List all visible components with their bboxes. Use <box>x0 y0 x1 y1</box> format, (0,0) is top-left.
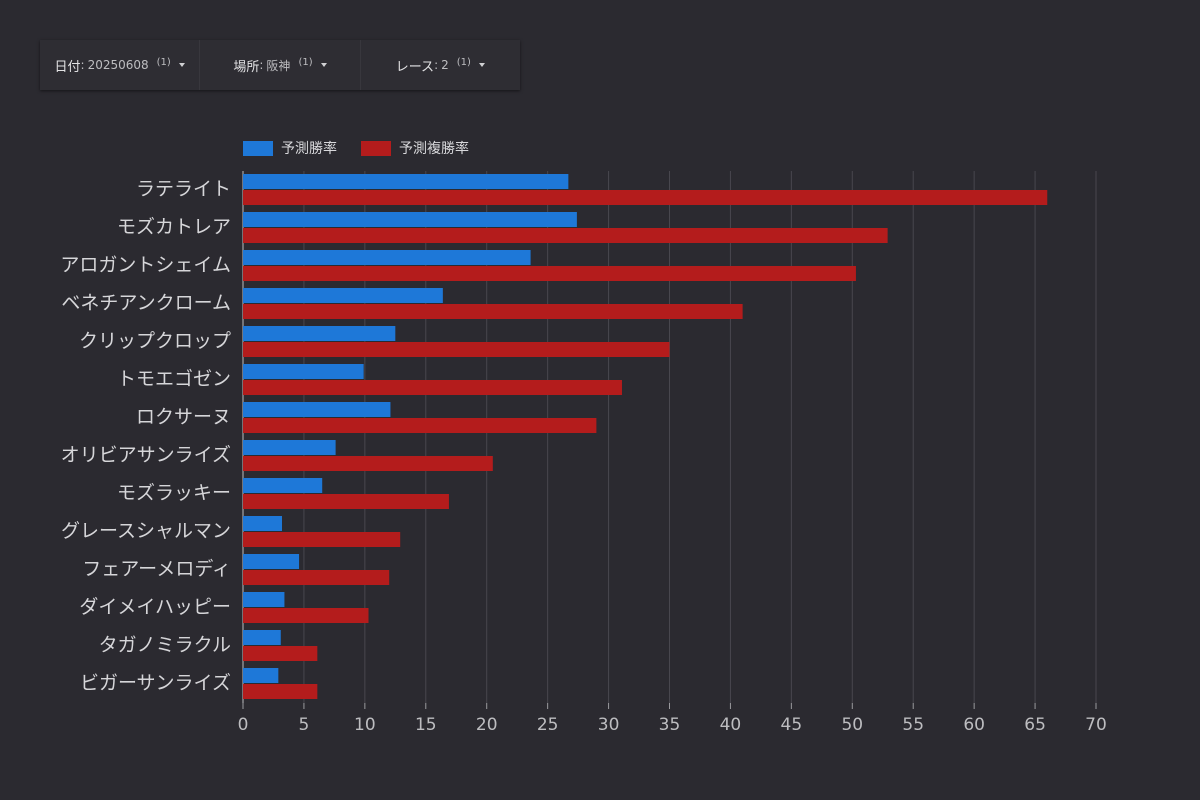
bar-place-rate[interactable] <box>243 646 318 661</box>
dropdown-caret-icon <box>320 63 327 67</box>
bar-place-rate[interactable] <box>243 418 597 433</box>
bar-win-rate[interactable] <box>243 592 285 607</box>
category-label: グレースシャルマン <box>61 520 231 542</box>
x-tick-label: 10 <box>354 715 376 735</box>
bar-win-rate[interactable] <box>243 288 443 303</box>
bar-win-rate[interactable] <box>243 174 569 189</box>
colon: : <box>434 58 439 72</box>
category-label: トモエゴゼン <box>117 368 231 390</box>
bar-win-rate[interactable] <box>243 364 364 379</box>
race-filter-count: (1) <box>456 56 471 68</box>
bar-place-rate[interactable] <box>243 494 449 509</box>
bar-place-rate[interactable] <box>243 266 856 281</box>
x-tick-label: 45 <box>781 715 803 735</box>
bar-win-rate[interactable] <box>243 516 282 531</box>
x-tick-label: 5 <box>299 715 310 735</box>
x-tick-label: 60 <box>963 715 985 735</box>
bar-place-rate[interactable] <box>243 342 670 357</box>
colon: : <box>80 58 85 72</box>
bar-win-rate[interactable] <box>243 326 396 341</box>
bar-win-rate[interactable] <box>243 554 300 569</box>
date-filter-count: (1) <box>156 56 171 68</box>
category-label: モズラッキー <box>117 482 231 504</box>
bar-win-rate[interactable] <box>243 402 391 417</box>
legend-label-win-rate: 予測勝率 <box>281 141 337 157</box>
bar-win-rate[interactable] <box>243 478 323 493</box>
bar-place-rate[interactable] <box>243 608 369 623</box>
venue-filter-count: (1) <box>298 56 313 68</box>
x-tick-label: 65 <box>1024 715 1046 735</box>
date-filter-value: 20250608 <box>87 58 149 72</box>
venue-filter-value: 阪神 <box>266 58 291 73</box>
race-filter[interactable]: レース:2 (1) <box>361 40 520 90</box>
race-filter-label: レース <box>395 59 435 75</box>
date-filter[interactable]: 日付:20250608 (1) <box>40 40 201 90</box>
category-label: ベネチアンクローム <box>61 292 231 314</box>
x-tick-label: 0 <box>238 715 249 735</box>
bar-place-rate[interactable] <box>243 570 390 585</box>
x-tick-label: 70 <box>1085 715 1107 735</box>
dropdown-caret-icon <box>478 63 485 67</box>
bar-place-rate[interactable] <box>243 190 1048 205</box>
legend-swatch-place-rate <box>361 140 391 156</box>
x-tick-label: 30 <box>598 715 620 735</box>
category-label: ラテライト <box>136 178 231 200</box>
chart-legend: 予測勝率 予測複勝率 <box>243 138 469 158</box>
bar-win-rate[interactable] <box>243 668 279 683</box>
category-label: ダイメイハッピー <box>79 596 231 618</box>
category-label: ビガーサンライズ <box>80 672 231 694</box>
bar-place-rate[interactable] <box>243 380 622 395</box>
category-label: タガノミラクル <box>99 634 231 656</box>
bar-win-rate[interactable] <box>243 440 336 455</box>
category-label: モズカトレア <box>117 216 231 238</box>
bar-place-rate[interactable] <box>243 228 888 243</box>
legend-swatch-win-rate <box>243 140 273 156</box>
x-tick-label: 20 <box>476 715 498 735</box>
legend-label-place-rate: 予測複勝率 <box>399 141 469 157</box>
category-label: フェアーメロディ <box>82 558 231 580</box>
x-tick-label: 50 <box>841 715 863 735</box>
venue-filter-label: 場所 <box>233 59 260 75</box>
bar-win-rate[interactable] <box>243 212 577 227</box>
legend-item-place-rate[interactable]: 予測複勝率 <box>361 138 469 158</box>
category-label: ロクサーヌ <box>136 406 231 428</box>
bar-place-rate[interactable] <box>243 304 743 319</box>
x-tick-label: 15 <box>415 715 437 735</box>
bar-win-rate[interactable] <box>243 250 531 265</box>
date-filter-label: 日付 <box>54 59 81 75</box>
category-label: クリップクロップ <box>79 330 231 352</box>
bar-place-rate[interactable] <box>243 532 401 547</box>
bar-win-rate[interactable] <box>243 630 281 645</box>
colon: : <box>259 58 264 72</box>
filter-bar: 日付:20250608 (1) 場所: 阪神 (1) レース:2 (1) <box>40 40 520 90</box>
x-tick-label: 35 <box>659 715 681 735</box>
category-label: アロガントシェイム <box>60 254 231 276</box>
bar-place-rate[interactable] <box>243 684 318 699</box>
x-tick-label: 55 <box>902 715 924 735</box>
bar-place-rate[interactable] <box>243 456 493 471</box>
category-label: オリビアサンライズ <box>61 444 231 466</box>
dropdown-caret-icon <box>178 63 185 67</box>
race-filter-value: 2 <box>441 58 449 72</box>
venue-filter[interactable]: 場所: 阪神 (1) <box>200 40 361 90</box>
x-tick-label: 25 <box>537 715 559 735</box>
x-tick-label: 40 <box>720 715 742 735</box>
legend-item-win-rate[interactable]: 予測勝率 <box>243 138 337 158</box>
